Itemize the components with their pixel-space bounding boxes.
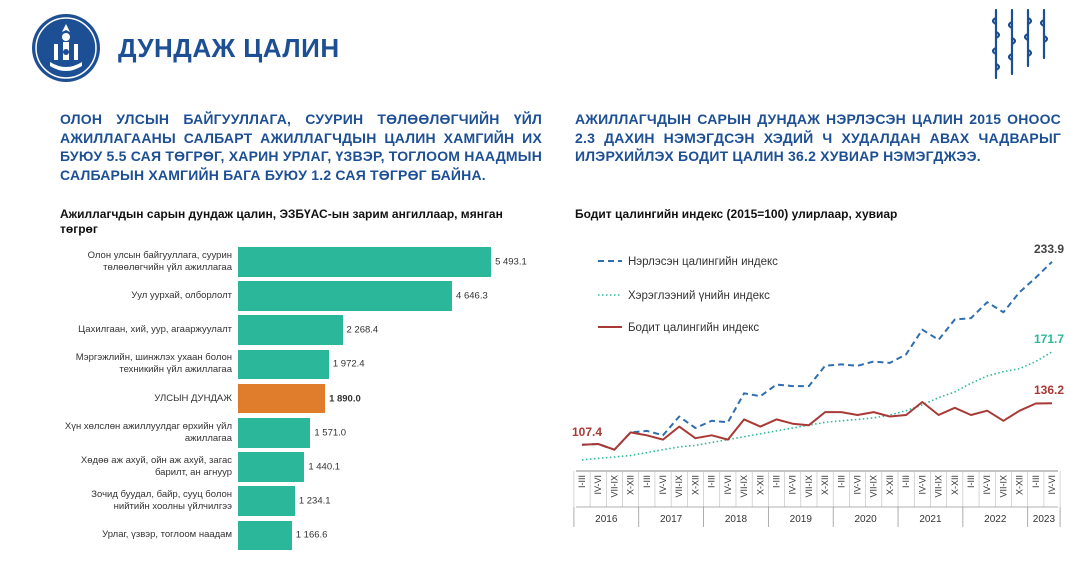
year-label: 2019 — [790, 514, 813, 525]
series-line — [581, 351, 1053, 461]
x-tick-label: VII-IX — [804, 475, 814, 498]
series-start-label: 107.4 — [572, 425, 602, 439]
bar-value-label: 1 571.0 — [314, 427, 347, 439]
x-tick-label: I-III — [577, 475, 587, 488]
year-label: 2016 — [595, 514, 618, 525]
x-tick-label: X-XII — [626, 475, 636, 495]
x-tick-label: VII-IX — [869, 475, 879, 498]
series-end-label: 233.9 — [1034, 242, 1064, 256]
year-label: 2020 — [854, 514, 877, 525]
bar-row: Уул уурхай, олборлолт 4 646.3 — [0, 281, 560, 311]
x-tick-label: X-XII — [690, 475, 700, 495]
x-tick-label: X-XII — [820, 475, 830, 495]
x-tick-label: IV-VI — [593, 475, 603, 495]
bar-category-label: Урлаг, үзвэр, тоглоом наадам — [102, 529, 232, 541]
x-tick-label: IV-VI — [723, 475, 733, 495]
bar-value-label: 1 440.1 — [308, 461, 341, 473]
bar-value-label: 4 646.3 — [456, 290, 488, 302]
bar-category-label: УЛСЫН ДУНДАЖ — [154, 392, 232, 404]
bar-value-label: 1 234.1 — [298, 495, 331, 507]
x-tick-label: X-XII — [755, 475, 765, 495]
line-chart: Нэрлэсэн цалингийн индекс Хэрэглээний үни… — [572, 242, 1064, 527]
x-tick-label: IV-VI — [982, 475, 992, 495]
legend-label: Хэрэглээний үнийн индекс — [628, 290, 770, 302]
x-tick-label: I-III — [642, 475, 652, 488]
series-end-label: 136.2 — [1034, 383, 1064, 397]
bar-row: УЛСЫН ДУНДАЖ 1 890.0 — [0, 383, 560, 414]
bar-row: Олон улсын байгууллага, суурин төлөөлөгч… — [0, 247, 560, 277]
x-tick-label: I-III — [1031, 475, 1041, 488]
year-label: 2023 — [1033, 514, 1056, 525]
bar-category-label: Хүн хөлслөн ажиллуулдаг өрхийн үйл ажилл… — [64, 420, 232, 444]
x-tick-label: VII-IX — [674, 475, 684, 498]
bar-category-label: Мэргэжлийн, шинжлэх ухаан болон техникий… — [75, 352, 232, 376]
bar-row: Хүн хөлслөн ажиллуулдаг өрхийн үйл ажилл… — [0, 418, 560, 448]
bar — [238, 418, 311, 448]
x-tick-label: X-XII — [885, 475, 895, 495]
year-label: 2022 — [984, 514, 1007, 525]
page-title: ДУНДАЖ ЦАЛИН — [118, 33, 340, 63]
year-label: 2018 — [725, 514, 748, 525]
bar-row: Хөдөө аж ахуй, ойн аж ахуй, загас барилт… — [0, 452, 560, 482]
x-tick-label: IV-VI — [788, 475, 798, 495]
bar — [238, 452, 305, 482]
series-line — [581, 261, 1053, 451]
bar — [238, 486, 295, 516]
bar-row: Мэргэжлийн, шинжлэх ухаан болон техникий… — [0, 349, 560, 380]
bar — [238, 349, 329, 380]
year-label: 2021 — [919, 514, 942, 525]
legend-label: Нэрлэсэн цалингийн индекс — [628, 256, 778, 268]
legend-label: Бодит цалингийн индекс — [628, 322, 759, 334]
bar — [238, 247, 492, 277]
x-tick-label: X-XII — [1015, 475, 1025, 495]
x-tick-label: I-III — [772, 475, 782, 488]
series-line — [581, 401, 1053, 451]
bar-category-label: Зочид буудал, байр, сууц болон нийтийн х… — [91, 489, 232, 513]
emblem-logo-icon — [32, 14, 100, 82]
x-tick-label: VII-IX — [998, 475, 1008, 498]
x-tick-label: I-III — [707, 475, 717, 488]
left-headline: ОЛОН УЛСЫН БАЙГУУЛЛАГА, СУУРИН ТӨЛӨӨЛӨГЧ… — [60, 111, 542, 183]
bar-category-label: Уул уурхай, олборлолт — [131, 289, 232, 301]
bar — [238, 520, 292, 551]
bar-value-label: 1 972.4 — [332, 358, 365, 370]
x-tick-label: IV-VI — [1047, 475, 1057, 495]
x-tick-label: VII-IX — [609, 475, 619, 498]
bar — [238, 315, 343, 345]
series-end-label: 171.7 — [1034, 332, 1064, 346]
bar-category-label: Цахилгаан, хий, уур, агааржуулалт — [78, 324, 232, 336]
bar-value-label: 1 890.0 — [329, 393, 361, 405]
x-tick-label: I-III — [966, 475, 976, 488]
x-tick-label: IV-VI — [658, 475, 668, 495]
right-headline: АЖИЛЛАГЧДЫН САРЫН ДУНДАЖ НЭРЛЭСЭН ЦАЛИН … — [575, 111, 1061, 164]
x-tick-label: I-III — [836, 475, 846, 488]
x-tick-label: VII-IX — [739, 475, 749, 498]
bar-chart-title: Ажиллагчдын сарын дундаж цалин, ЭЗБҮАС-ы… — [60, 207, 503, 236]
x-tick-label: VII-IX — [934, 475, 944, 498]
mongolian-script-icon — [991, 8, 1049, 80]
bar-value-label: 1 166.6 — [295, 529, 328, 541]
bar — [238, 281, 453, 311]
x-tick-label: X-XII — [950, 475, 960, 495]
bar-category-label: Хөдөө аж ахуй, ойн аж ахуй, загас барилт… — [80, 454, 232, 478]
x-tick-label: IV-VI — [853, 475, 863, 495]
bar-row: Цахилгаан, хий, уур, агааржуулалт 2 268.4 — [0, 315, 560, 345]
x-tick-label: IV-VI — [917, 475, 927, 495]
bar — [238, 383, 326, 414]
x-tick-label: I-III — [901, 475, 911, 488]
bar-value-label: 2 268.4 — [346, 324, 379, 336]
page-header: ДУНДАЖ ЦАЛИН — [0, 0, 1070, 100]
bar-value-label: 5 493.1 — [495, 256, 527, 268]
bar-row: Зочид буудал, байр, сууц болон нийтийн х… — [0, 486, 560, 516]
bar-row: Урлаг, үзвэр, тоглоом наадам 1 166.6 — [0, 520, 560, 551]
line-chart-title: Бодит цалингийн индекс (2015=100) улирла… — [575, 207, 898, 221]
bar-category-label: Олон улсын байгууллага, суурин төлөөлөгч… — [87, 249, 232, 273]
year-label: 2017 — [660, 514, 683, 525]
